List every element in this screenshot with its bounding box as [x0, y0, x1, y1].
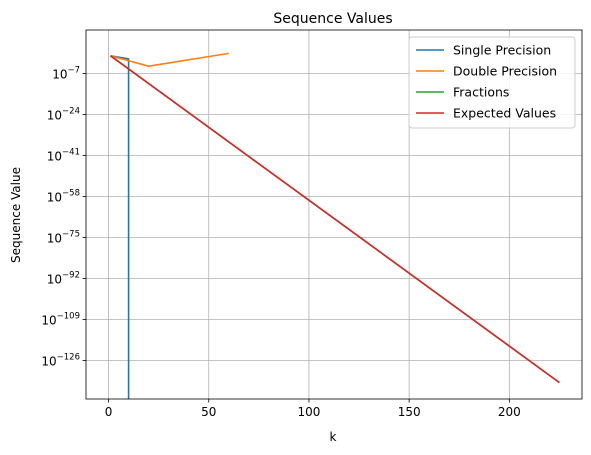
x-tick-label: 50 — [201, 405, 216, 419]
y-tick-label: 10−7 — [52, 65, 80, 81]
y-tick-label: 10−75 — [47, 229, 80, 245]
x-tick-label: 200 — [498, 405, 521, 419]
legend-label-fractions: Fractions — [453, 85, 509, 100]
legend-label-single-precision: Single Precision — [453, 43, 551, 58]
plot-lines — [110, 52, 560, 399]
y-tick-label: 10−41 — [47, 147, 80, 163]
x-tick-label: 0 — [105, 405, 113, 419]
legend: Single Precision Double Precision Fraction… — [408, 36, 576, 129]
grid-lines — [86, 30, 582, 399]
x-tick-label: 150 — [398, 405, 421, 419]
series-line-expected-values — [110, 55, 560, 384]
x-ticks: 0 50 100 150 200 — [105, 399, 521, 419]
x-axis-label: k — [330, 430, 337, 444]
legend-label-double-precision: Double Precision — [453, 64, 557, 79]
y-tick-label: 10−58 — [47, 188, 80, 204]
y-axis-label: Sequence Value — [9, 167, 23, 263]
series-line-single-precision — [110, 55, 130, 399]
legend-label-expected-values: Expected Values — [453, 106, 556, 121]
x-tick-label: 100 — [297, 405, 320, 419]
y-tick-label: 10−109 — [41, 311, 80, 327]
y-tick-label: 10−126 — [41, 352, 80, 368]
series-line-double-precision — [110, 52, 229, 67]
y-ticks: 10−7 10−24 10−41 10−58 10−75 10−92 10−109 10−12… — [41, 65, 86, 368]
plot-frame — [85, 29, 583, 400]
legend-box — [408, 36, 576, 129]
y-tick-label: 10−92 — [47, 270, 80, 286]
chart-title: Sequence Values — [273, 11, 392, 27]
y-tick-label: 10−24 — [47, 106, 80, 122]
